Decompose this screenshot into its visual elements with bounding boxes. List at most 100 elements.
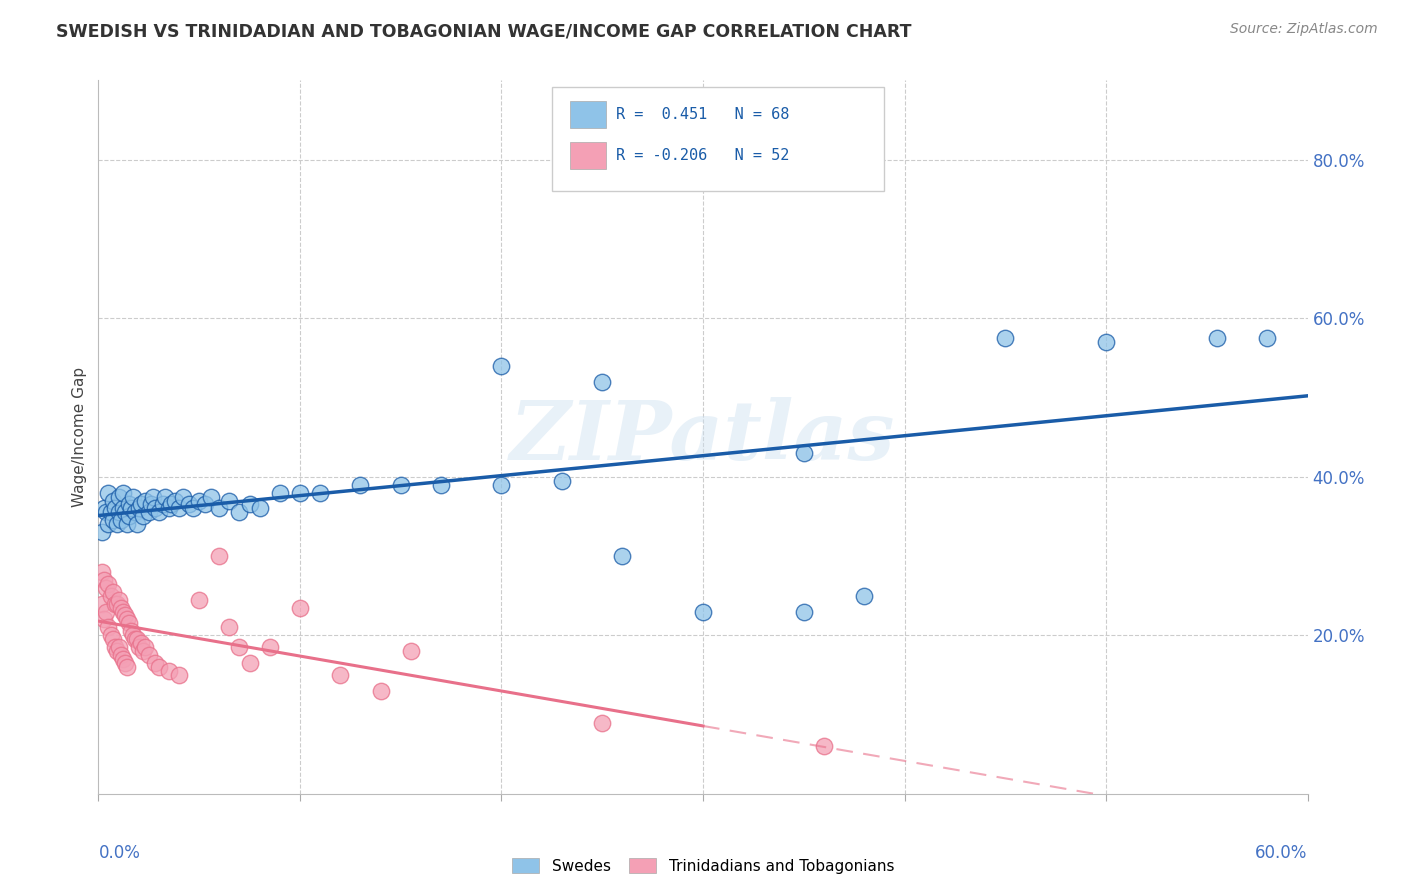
Point: [91, 525, 114, 540]
Point: [309, 485, 332, 500]
Point: [239, 656, 262, 670]
Text: 0.0%: 0.0%: [98, 844, 141, 862]
Point: [100, 505, 122, 519]
Point: [105, 597, 128, 611]
Point: [129, 498, 152, 512]
Point: [188, 592, 211, 607]
Point: [143, 656, 166, 670]
FancyBboxPatch shape: [569, 101, 606, 128]
Point: [100, 628, 122, 642]
Point: [218, 620, 240, 634]
Point: [163, 493, 186, 508]
Point: [1095, 334, 1118, 349]
Point: [491, 477, 513, 491]
Point: [1256, 331, 1278, 345]
Point: [157, 501, 180, 516]
Point: [110, 513, 132, 527]
Point: [138, 505, 160, 519]
Point: [430, 477, 453, 491]
Point: [157, 664, 180, 678]
Point: [111, 605, 134, 619]
Point: [125, 632, 148, 647]
Point: [1206, 331, 1229, 345]
Point: [793, 605, 815, 619]
Point: [121, 628, 143, 642]
Point: [101, 513, 124, 527]
Point: [200, 490, 222, 504]
Point: [994, 331, 1017, 345]
Point: [93, 501, 115, 516]
Point: [118, 498, 141, 512]
Point: [228, 505, 250, 519]
Point: [138, 648, 160, 662]
Point: [139, 498, 162, 512]
Point: [114, 608, 136, 623]
Point: [132, 644, 155, 658]
Point: [120, 501, 142, 516]
Point: [288, 485, 311, 500]
Point: [96, 605, 118, 619]
Point: [249, 501, 271, 516]
Point: [612, 549, 634, 563]
Point: [132, 509, 155, 524]
Point: [111, 652, 134, 666]
Point: [813, 739, 835, 754]
Point: [124, 505, 146, 519]
Point: [115, 517, 138, 532]
Point: [153, 490, 176, 504]
Point: [107, 592, 129, 607]
Point: [105, 517, 128, 532]
Point: [167, 668, 190, 682]
Point: [91, 565, 114, 579]
Text: R =  0.451   N = 68: R = 0.451 N = 68: [616, 107, 789, 122]
Text: R = -0.206   N = 52: R = -0.206 N = 52: [616, 148, 789, 163]
Point: [218, 493, 240, 508]
Point: [399, 644, 422, 658]
Point: [239, 498, 262, 512]
Text: 60.0%: 60.0%: [1256, 844, 1308, 862]
Text: Source: ZipAtlas.com: Source: ZipAtlas.com: [1230, 22, 1378, 37]
Point: [114, 505, 136, 519]
Point: [97, 620, 120, 634]
Point: [91, 597, 114, 611]
Point: [110, 600, 132, 615]
Point: [591, 715, 613, 730]
Point: [128, 640, 150, 655]
Point: [96, 505, 118, 519]
Point: [97, 517, 120, 532]
Point: [124, 632, 146, 647]
Point: [111, 485, 134, 500]
Point: [125, 517, 148, 532]
Point: [97, 576, 120, 591]
Point: [491, 359, 513, 373]
Point: [93, 612, 115, 626]
Point: [692, 605, 714, 619]
Point: [152, 498, 174, 512]
Text: SWEDISH VS TRINIDADIAN AND TOBAGONIAN WAGE/INCOME GAP CORRELATION CHART: SWEDISH VS TRINIDADIAN AND TOBAGONIAN WA…: [56, 22, 911, 40]
Point: [134, 640, 156, 655]
Point: [181, 501, 204, 516]
Point: [148, 505, 170, 519]
Point: [853, 589, 876, 603]
Point: [329, 668, 352, 682]
Point: [101, 493, 124, 508]
Point: [103, 640, 125, 655]
FancyBboxPatch shape: [553, 87, 884, 191]
Point: [228, 640, 250, 655]
Point: [208, 501, 231, 516]
Point: [103, 501, 125, 516]
Point: [793, 446, 815, 460]
Point: [259, 640, 281, 655]
Point: [115, 660, 138, 674]
Point: [172, 490, 194, 504]
Point: [107, 505, 129, 519]
Point: [120, 624, 142, 639]
Point: [110, 648, 132, 662]
Point: [148, 660, 170, 674]
Point: [96, 581, 118, 595]
Point: [591, 375, 613, 389]
Point: [97, 485, 120, 500]
Point: [188, 493, 211, 508]
Point: [142, 490, 165, 504]
Point: [103, 597, 125, 611]
